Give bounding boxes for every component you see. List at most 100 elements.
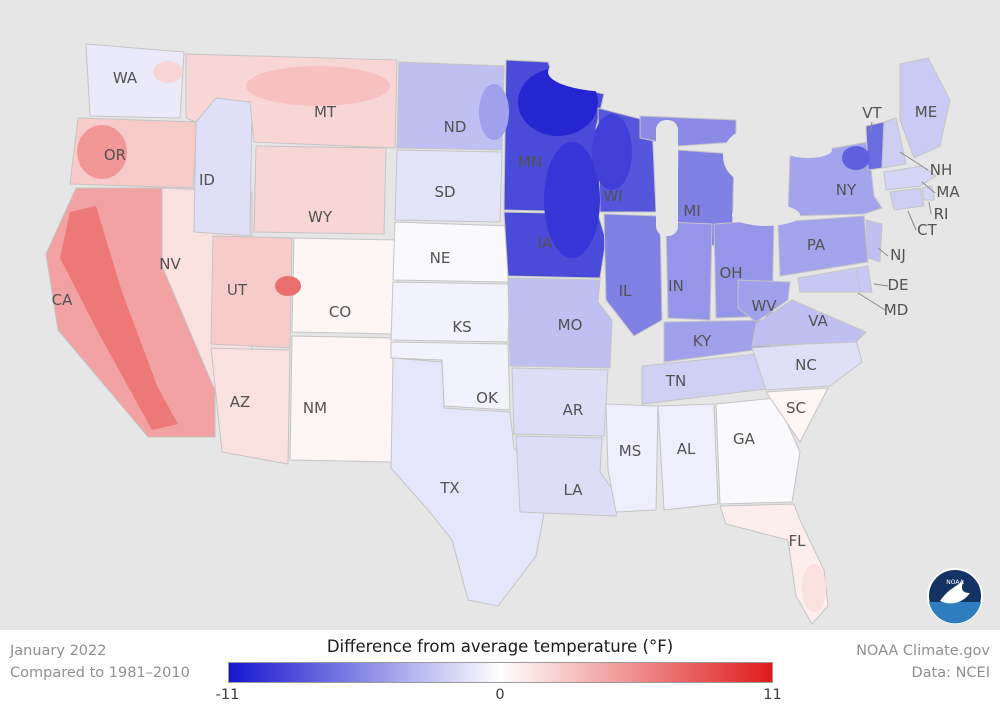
state-label-az: AZ (230, 393, 251, 411)
leader-line-nj (877, 247, 889, 257)
state-label-mi: MI (683, 202, 700, 220)
leader-line-ct (907, 210, 917, 231)
leader-line-md (857, 292, 886, 311)
state-az (210, 347, 291, 465)
state-va (751, 299, 867, 347)
state-label-nd: ND (444, 118, 467, 136)
shade-california-coast (60, 206, 178, 430)
state-label-de: DE (887, 276, 908, 294)
state-label-or: OR (104, 146, 126, 164)
credit-site-label: NOAA Climate.gov (856, 643, 990, 659)
state-ms (605, 403, 659, 513)
state-label-wi: WI (603, 187, 622, 205)
state-ct (889, 187, 925, 211)
credit-data-label: Data: NCEI (911, 664, 990, 681)
state-label-ma: MA (936, 183, 960, 201)
state-label-ga: GA (733, 430, 756, 448)
state-label-ut: UT (227, 281, 248, 299)
shade-oregon-west (77, 125, 127, 179)
leader-line-nh (899, 151, 929, 171)
state-nj (865, 219, 883, 263)
caption-left: January 2022 Compared to 1981–2010 (10, 636, 210, 716)
state-label-wv: WV (751, 297, 777, 315)
state-ne (392, 221, 511, 283)
colorbar (227, 662, 773, 683)
state-label-ne: NE (430, 249, 451, 267)
state-sc (765, 387, 829, 443)
state-ks (390, 281, 511, 343)
state-label-pa: PA (807, 236, 826, 254)
noaa-logo-sea (929, 602, 981, 624)
colorbar-wrap: -11 0 11 (216, 662, 782, 703)
shade-new-york-north (842, 146, 870, 170)
state-label-il: IL (619, 282, 632, 300)
state-ut (210, 235, 293, 349)
state-in (665, 221, 713, 321)
us-temperature-anomaly-map: WA OR CA NV ID MT WY UT CO AZ NM ND SD NE KS OK TX MN IA MO… (0, 0, 1000, 630)
legend: Difference from average temperature (°F)… (210, 636, 790, 716)
lake-michigan (656, 120, 678, 236)
leader-line-ma (921, 181, 936, 194)
state-ri (921, 185, 935, 201)
state-mi-upper (639, 115, 737, 147)
state-label-ms: MS (619, 442, 641, 460)
state-label-mn: MN (518, 153, 542, 171)
state-label-ia: IA (538, 234, 553, 252)
state-label-wy: WY (308, 208, 333, 226)
state-pa (777, 215, 869, 277)
legend-title: Difference from average temperature (°F) (326, 637, 674, 656)
state-label-al: AL (677, 440, 696, 458)
state-wy (253, 145, 387, 235)
state-label-sd: SD (434, 183, 455, 201)
state-label-md: MD (884, 301, 909, 319)
state-label-ny: NY (836, 181, 857, 199)
state-ma (883, 165, 937, 191)
colorbar-tick-max: 11 (763, 687, 782, 703)
shade-upper-mississippi-band (544, 142, 600, 258)
caption-bar: January 2022 Compared to 1981–2010 Diffe… (0, 630, 1000, 716)
noaa-logo: NOAA (927, 568, 983, 624)
lake-ontario (784, 142, 832, 158)
state-label-nc: NC (795, 356, 817, 374)
state-label-mo: MO (558, 316, 583, 334)
state-label-id: ID (199, 171, 215, 189)
lake-superior (548, 52, 680, 92)
state-ar (511, 367, 609, 437)
state-label-tn: TN (665, 372, 686, 390)
state-label-nm: NM (303, 399, 327, 417)
leader-line-ri (928, 201, 932, 215)
state-label-tx: TX (439, 479, 459, 497)
state-label-ar: AR (563, 401, 584, 419)
state-mo (507, 277, 613, 369)
state-me (899, 57, 951, 159)
colorbar-tick-min: -11 (215, 687, 240, 703)
shade-montana-north (246, 66, 390, 106)
state-id (193, 97, 253, 237)
colorbar-tick-mid: 0 (495, 687, 505, 703)
lake-huron (723, 130, 773, 182)
map-area: WA OR CA NV ID MT WY UT CO AZ NM ND SD NE KS OK TX MN IA MO… (0, 0, 1000, 630)
state-fl (719, 503, 829, 625)
state-label-in: IN (668, 277, 684, 295)
state-label-ri: RI (934, 205, 949, 223)
leader-line-vt (869, 121, 873, 134)
state-md (797, 267, 861, 293)
state-nd (396, 61, 505, 151)
state-nh (881, 117, 907, 169)
map-date-label: January 2022 (10, 643, 107, 659)
map-period-label: Compared to 1981–2010 (10, 664, 190, 681)
state-label-nj: NJ (890, 246, 906, 264)
noaa-logo-text: NOAA (946, 579, 964, 586)
caption-right: NOAA Climate.gov Data: NCEI (790, 636, 990, 716)
lake-erie (732, 204, 800, 226)
state-label-mt: MT (314, 103, 337, 121)
shade-washington-northeast (153, 61, 183, 83)
state-label-oh: OH (719, 264, 742, 282)
leader-line-de (873, 283, 889, 287)
state-wv (737, 279, 791, 323)
state-label-ca: CA (52, 291, 73, 309)
state-label-fl: FL (789, 532, 807, 550)
state-label-nh: NH (930, 161, 953, 179)
state-label-vt: VT (862, 104, 882, 122)
